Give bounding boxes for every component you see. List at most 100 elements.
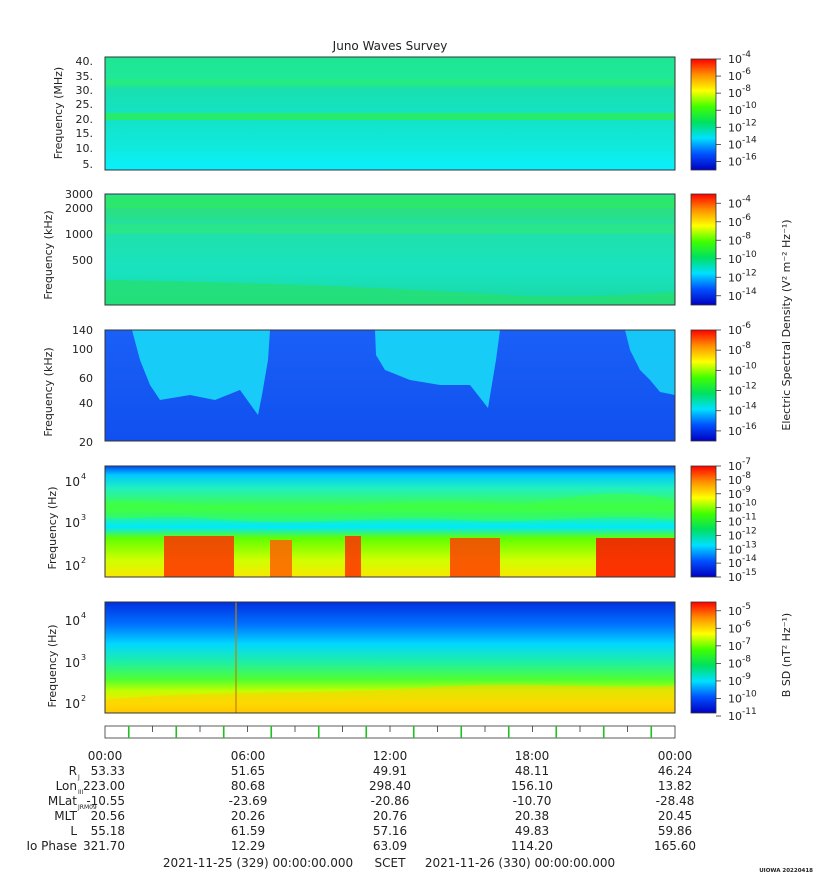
panel-2-band [105, 224, 675, 234]
y-tick: 15. [76, 127, 94, 140]
colorbar-tick-base: 10 [728, 474, 742, 487]
colorbar-tick-exponent: -6 [742, 619, 751, 629]
y-axis-label: Frequency (kHz) [42, 210, 55, 299]
colorbar-tick-exponent: -13 [742, 540, 757, 550]
panel-4-burst [164, 536, 234, 577]
y-tick-exponent: 2 [81, 694, 86, 703]
colorbar-tick-exponent: -8 [742, 341, 751, 351]
ephemeris-value: 156.10 [511, 779, 553, 793]
colorbar-tick-base: 10 [728, 657, 742, 670]
colorbar-tick-base: 10 [728, 557, 742, 570]
ephemeris-label-sub: III [78, 789, 84, 796]
ephemeris-value: 49.83 [515, 824, 549, 838]
time-label: 06:00 [231, 749, 266, 763]
colorbar-tick-base: 10 [728, 271, 742, 284]
y-tick: 1000 [65, 228, 93, 241]
panel-2-band [105, 196, 675, 208]
colorbar-tick-base: 10 [728, 385, 742, 398]
panel-4-burst [345, 536, 361, 577]
y-tick: 35. [76, 70, 94, 83]
colorbar-tick-exponent: -6 [742, 213, 751, 223]
y-tick-mantissa: 10 [65, 475, 80, 489]
ephemeris-value: 59.86 [658, 824, 692, 838]
panel-2-colorbar [690, 193, 717, 306]
ephemeris-value: 20.45 [658, 809, 692, 823]
colorbar-tick-base: 10 [728, 640, 742, 653]
colorbar-tick-exponent: -15 [742, 568, 757, 578]
ephemeris-value: 46.24 [658, 764, 692, 778]
panel-5-yticks: 10 4 10 3 10 2 [65, 611, 86, 711]
ephemeris-value: 13.82 [658, 779, 692, 793]
panel-5: 10 4 10 3 10 2 Frequency (Hz) 10-510-610… [46, 601, 793, 723]
colorbar-tick-exponent: -14 [742, 402, 757, 412]
panel-4-burst [450, 538, 500, 577]
colorbar-tick-base: 10 [728, 502, 742, 515]
y-tick: 40. [76, 55, 94, 68]
colorbar-tick-base: 10 [728, 405, 742, 418]
panel-1-band [105, 113, 675, 120]
colorbar-tick-base: 10 [728, 364, 742, 377]
colorbar-tick-base: 10 [728, 290, 742, 303]
start-time: 2021-11-25 (329) 00:00:00.000 [163, 856, 353, 870]
colorbar-tick-exponent: -16 [742, 422, 757, 432]
y-tick-exponent: 3 [81, 513, 86, 522]
y-tick-exponent: 4 [81, 472, 86, 481]
panel-1: 40. 35. 30. 25. 20. 15. 10. 5. Frequency… [52, 50, 757, 171]
ephemeris-value: 57.16 [373, 824, 407, 838]
colorbar-tick-base: 10 [728, 155, 742, 168]
y-tick: 60 [79, 372, 93, 385]
colorbar-tick-base: 10 [728, 516, 742, 529]
ephemeris-value: -28.48 [656, 794, 695, 808]
ephemeris-value: 53.33 [91, 764, 125, 778]
panel-4-green-wave [105, 493, 675, 522]
colorbar-label: Electric Spectral Density (V² m⁻² Hz⁻¹) [780, 219, 793, 430]
colorbar-tick-exponent: -9 [742, 485, 751, 495]
panel-5-frame [104, 601, 676, 714]
colorbar-tick-exponent: -7 [742, 637, 751, 647]
colorbar-tick-base: 10 [728, 675, 742, 688]
y-tick: 20. [76, 113, 94, 126]
colorbar-tick-exponent: -11 [742, 707, 757, 717]
colorbar-tick-exponent: -12 [742, 526, 757, 536]
colorbar-tick-exponent: -8 [742, 654, 751, 664]
ephemeris-label: L [70, 824, 77, 838]
ephemeris-label-sub: JRM09 [77, 804, 97, 811]
panel-1-colorbar [690, 58, 717, 171]
y-tick: 500 [72, 254, 93, 267]
colorbar-tick-base: 10 [728, 605, 742, 618]
footer: 2021-11-25 (329) 00:00:00.000 SCET 2021-… [163, 856, 813, 874]
colorbar-tick-base: 10 [728, 216, 742, 229]
colorbar-tick-exponent: -12 [742, 268, 757, 278]
colorbar-tick-base: 10 [728, 529, 742, 542]
colorbar-tick-base: 10 [728, 324, 742, 337]
ephemeris-table: R J 53.33 51.65 49.91 48.11 46.24 Lon III 223.00 8… [26, 764, 696, 853]
colorbar-tick-base: 10 [728, 104, 742, 117]
ephemeris-value: 321.70 [83, 839, 125, 853]
panel-4-colorbar [690, 465, 717, 578]
ephemeris-value: 49.91 [373, 764, 407, 778]
colorbar-tick-exponent: -12 [742, 382, 757, 392]
scet-label: SCET [375, 856, 407, 870]
colorbar-tick-base: 10 [728, 138, 742, 151]
panel-4-burst [596, 538, 675, 577]
colorbar-label: B SD (nT² Hz⁻¹) [780, 613, 793, 697]
colorbar-tick-exponent: -8 [742, 231, 751, 241]
panel-2-yticks: 3000 2000 1000 500 [65, 188, 93, 267]
time-label: 00:00 [658, 749, 693, 763]
y-axis-label: Frequency (kHz) [42, 347, 55, 436]
stamp: UIOWA 20220418 [759, 868, 813, 874]
y-axis-label: Frequency (Hz) [46, 487, 59, 570]
ephemeris-value: 114.20 [511, 839, 553, 853]
colorbar-tick-exponent: -10 [742, 361, 757, 371]
ephemeris-value: 48.11 [515, 764, 549, 778]
colorbar-tick-base: 10 [728, 460, 742, 473]
colorbar-tick-base: 10 [728, 234, 742, 247]
ephemeris-value: 165.60 [654, 839, 696, 853]
colorbar-tick-base: 10 [728, 622, 742, 635]
y-axis-label: Frequency (Hz) [46, 625, 59, 708]
ephemeris-value: 20.38 [515, 809, 549, 823]
